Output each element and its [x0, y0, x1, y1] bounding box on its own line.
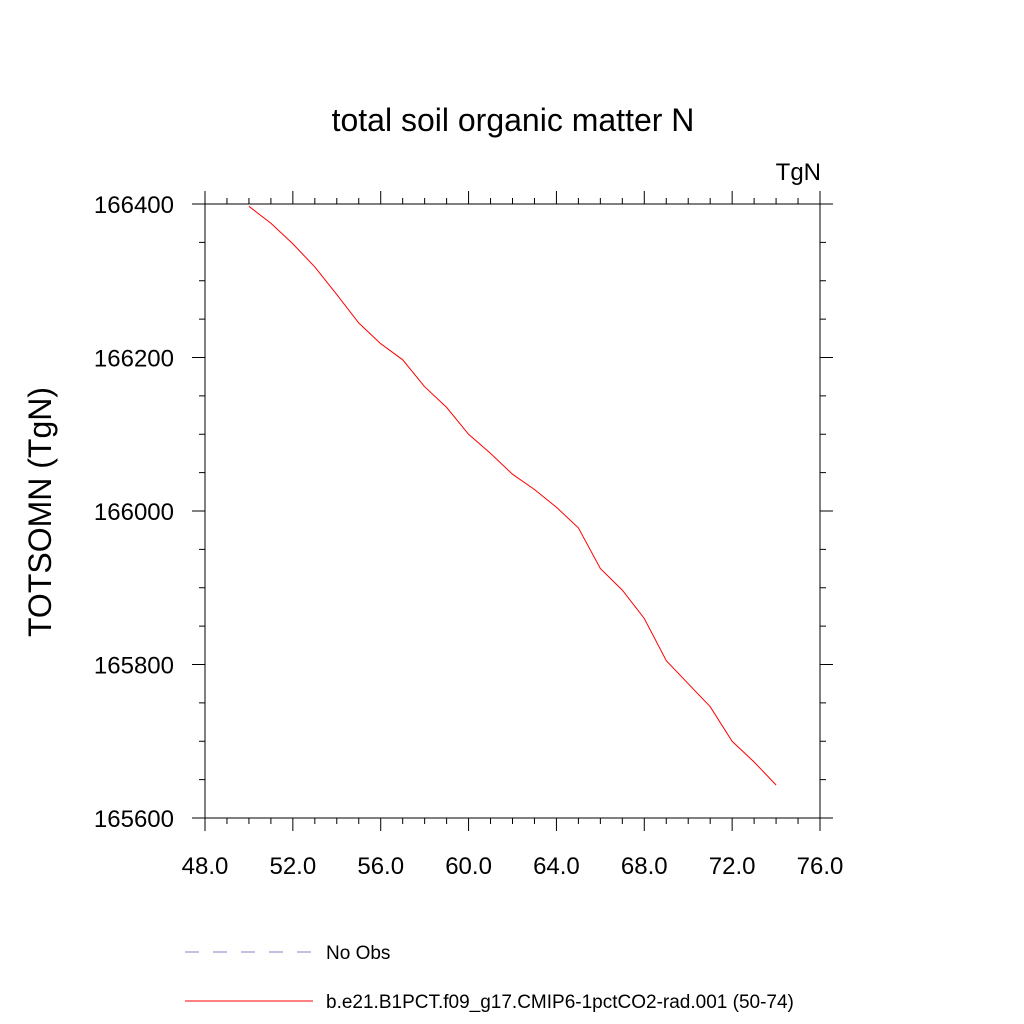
axes: 48.0 52.0 56.0 60.0 64.0 68.0 72.0 76.0 165600 16…: [94, 191, 843, 880]
y-axis-label: TOTSOMN (TgN): [22, 387, 58, 637]
x-tick-label: 72.0: [709, 853, 756, 880]
y-tick-label: 165800: [94, 653, 174, 680]
x-tick-label: 56.0: [357, 853, 404, 880]
chart-title: total soil organic matter N: [332, 102, 695, 138]
series-line-1: [248, 205, 777, 786]
y-tick-label: 165600: [94, 806, 174, 833]
x-tick-label: 60.0: [445, 853, 492, 880]
legend: No Obs b.e21.B1PCT.f09_g17.CMIP6-1pctCO2-…: [185, 943, 794, 1013]
x-tick-label: 68.0: [621, 853, 668, 880]
x-tick-label: 76.0: [797, 853, 844, 880]
x-tick-label: 52.0: [269, 853, 316, 880]
legend-label-0: No Obs: [326, 943, 390, 964]
x-tick-label: 48.0: [182, 853, 229, 880]
y-tick-label: 166400: [94, 192, 174, 219]
y-tick-label: 166200: [94, 346, 174, 373]
x-tick-label: 64.0: [533, 853, 580, 880]
plot-frame: [204, 203, 821, 819]
plot-area: [248, 205, 777, 786]
y-tick-label: 166000: [94, 499, 174, 526]
legend-label-1: b.e21.B1PCT.f09_g17.CMIP6-1pctCO2-rad.00…: [326, 992, 794, 1013]
units-label: TgN: [776, 159, 821, 186]
